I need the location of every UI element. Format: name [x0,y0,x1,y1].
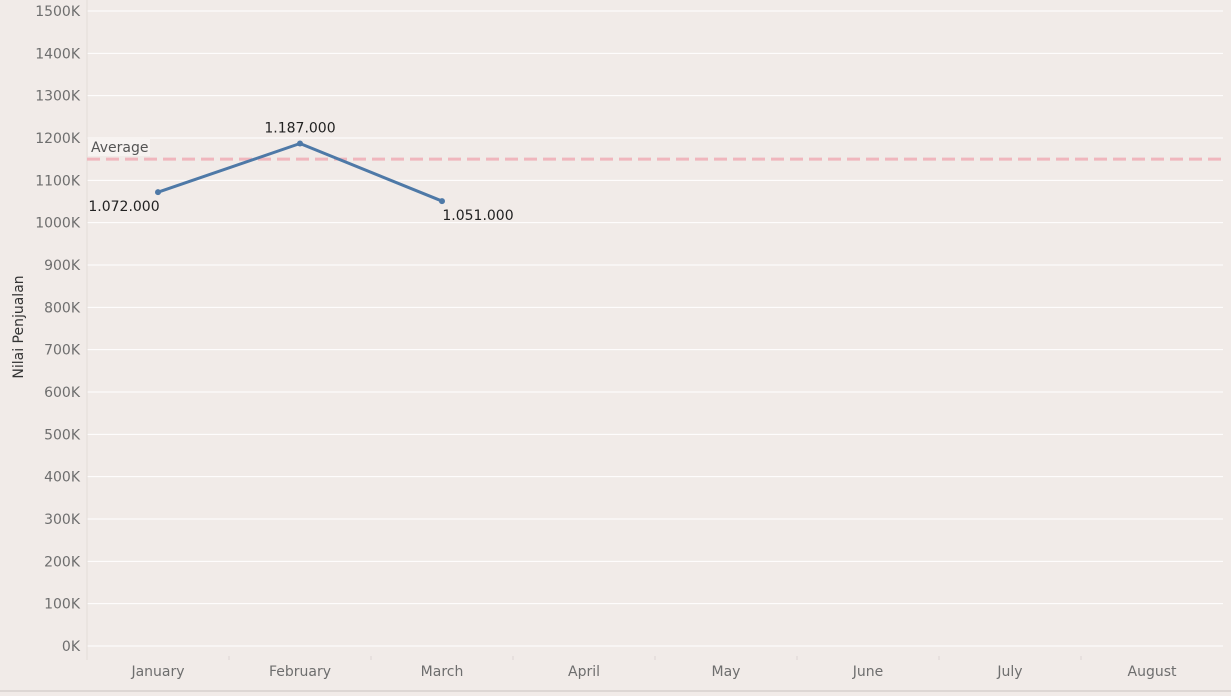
y-tick-label: 0K [62,639,81,655]
data-label: 1.072.000 [88,199,159,215]
series-group [155,140,445,205]
data-point [439,198,445,205]
y-axis-title: Nilai Penjualan [11,275,27,378]
average-label: Average [91,140,149,156]
y-tick-label: 700K [44,343,81,359]
average-label-background [88,137,150,156]
data-point [155,189,161,196]
data-point [297,140,303,147]
reference-line-group: Average [87,137,1223,161]
x-tick-label: March [421,664,464,680]
y-tick-label: 600K [44,385,81,401]
x-tick-label: April [568,664,600,680]
y-tick-label: 1200K [35,131,81,147]
x-tick-label: July [996,664,1022,680]
gridlines [87,10,1223,647]
x-axis: January February March April May June July Augu… [0,656,1231,692]
y-tick-label: 1000K [35,216,81,232]
x-tick-label: August [1128,664,1178,680]
y-tick-label: 1300K [35,89,81,105]
y-tick-label: 1100K [35,173,81,189]
data-labels-group: 1.072.000 1.187.000 1.051.000 [88,121,513,225]
y-tick-label: 800K [44,300,81,316]
y-tick-label: 1400K [35,46,81,62]
y-tick-label: 200K [44,554,81,570]
data-label: 1.051.000 [442,208,513,224]
x-tick-label: June [852,664,884,680]
x-tick-label: February [269,664,331,680]
y-axis: 0K 100K 200K 300K 400K 500K 600K 700K 800K 900K 10… [35,0,88,660]
y-tick-label: 500K [44,427,81,443]
y-tick-label: 300K [44,512,81,528]
y-tick-label: 400K [44,470,81,486]
x-tick-label: January [130,664,184,680]
data-label: 1.187.000 [264,121,335,137]
series-line [156,142,444,203]
y-tick-label: 1500K [35,4,81,20]
x-tick-label: May [712,664,741,680]
y-tick-label: 900K [44,258,81,274]
y-tick-label: 100K [44,597,81,613]
